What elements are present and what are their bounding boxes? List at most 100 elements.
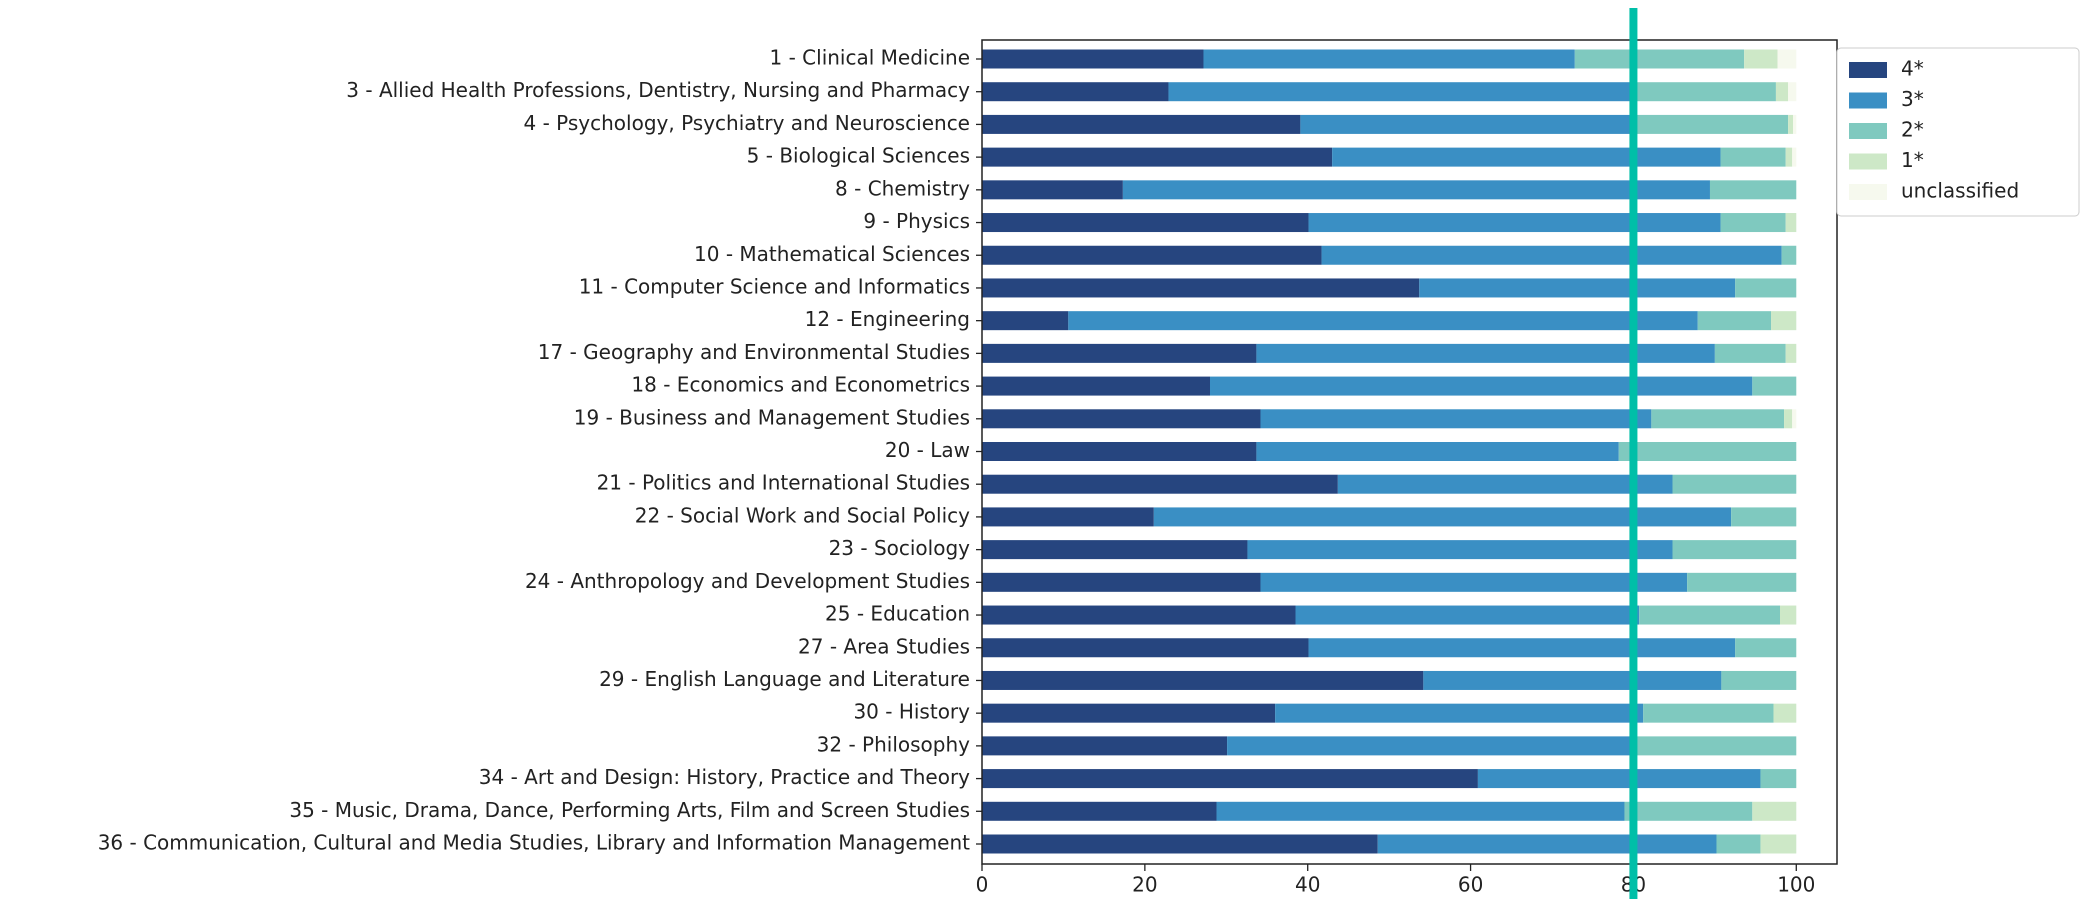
bar-segment (982, 114, 1301, 134)
y-tick-label: 19 - Business and Management Studies (574, 405, 970, 429)
bar-segment (1752, 801, 1797, 821)
bar-segment (1792, 147, 1797, 167)
bar-segment (1773, 703, 1797, 723)
bar-segment (1687, 572, 1797, 592)
y-tick-label: 10 - Mathematical Sciences (694, 242, 970, 266)
bar-segment (1709, 180, 1797, 200)
bar-segment (1731, 507, 1797, 527)
x-tick-label: 20 (1132, 873, 1157, 897)
y-tick-label: 34 - Art and Design: History, Practice a… (479, 765, 970, 789)
bar-segment (1651, 409, 1785, 429)
y-tick-label: 5 - Biological Sciences (747, 144, 970, 168)
bar-segment (1337, 474, 1673, 494)
bar-segment (1672, 474, 1797, 494)
bar-segment (982, 409, 1261, 429)
y-tick-label: 25 - Education (825, 602, 970, 626)
bar-segment (1377, 834, 1717, 854)
bar-segment (1788, 82, 1797, 102)
bar-segment (1775, 82, 1789, 102)
legend-label: 1* (1901, 148, 1924, 172)
bar-segment (982, 278, 1420, 298)
bar-segment (982, 507, 1154, 527)
bar-segment (1714, 343, 1786, 363)
y-tick-label: 4 - Psychology, Psychiatry and Neuroscie… (524, 111, 970, 135)
bar-segment (1419, 278, 1736, 298)
y-tick-label: 17 - Geography and Environmental Studies (538, 340, 970, 364)
bar-segment (1716, 834, 1761, 854)
legend-label: 3* (1901, 87, 1924, 111)
bar-segment (1275, 703, 1644, 723)
bar-segment (1256, 343, 1715, 363)
x-tick-label: 100 (1777, 873, 1815, 897)
bar-segment (1477, 769, 1761, 789)
bar-segment (982, 572, 1261, 592)
bar-segment (1153, 507, 1732, 527)
x-tick-label: 60 (1458, 873, 1483, 897)
bar-segment (982, 540, 1248, 560)
bar-segment (982, 769, 1478, 789)
bar-segment (982, 638, 1309, 658)
bar-segment (1227, 736, 1631, 756)
bar-segment (1735, 638, 1797, 658)
y-tick-label: 32 - Philosophy (817, 732, 970, 756)
bar-segment (982, 180, 1123, 200)
bar-segment (982, 82, 1169, 102)
bar-segment (1752, 376, 1797, 396)
bar-segment (1720, 147, 1786, 167)
y-tick-label: 11 - Computer Science and Informatics (579, 274, 970, 298)
bar-segment (982, 147, 1333, 167)
bar-segment (1308, 638, 1736, 658)
bar-segment (1216, 801, 1625, 821)
bar-segment (1735, 278, 1797, 298)
bar-segment (1256, 442, 1619, 461)
bar-segment (1630, 114, 1789, 134)
legend-swatch (1849, 92, 1887, 109)
bar-segment (1777, 49, 1797, 69)
bar-segment (982, 703, 1276, 723)
y-tick-label: 27 - Area Studies (798, 634, 970, 658)
legend-box (1836, 47, 2080, 217)
bar-segment (1793, 114, 1797, 134)
bar-segment (1210, 376, 1753, 396)
bar-segment (1574, 49, 1745, 69)
bar-segment (1260, 572, 1688, 592)
bar-segment (982, 343, 1257, 363)
legend-swatch (1849, 153, 1887, 170)
bar-segment (1785, 213, 1797, 233)
bar-segment (982, 605, 1296, 625)
plot-frame (981, 39, 1838, 865)
bar-segment (1760, 834, 1797, 854)
bar-segment (1697, 311, 1772, 331)
bar-segment (1068, 311, 1698, 331)
bar-segment (1308, 213, 1721, 233)
bar-segment (982, 670, 1424, 690)
x-tick-label: 0 (976, 873, 989, 897)
y-tick-label: 21 - Politics and International Studies (597, 471, 970, 495)
bar-segment (1332, 147, 1721, 167)
legend-swatch (1849, 184, 1887, 200)
bar-segment (982, 49, 1204, 69)
bar-segment (1203, 49, 1575, 69)
y-tick-label: 9 - Physics (863, 209, 970, 233)
bar-segment (1780, 605, 1797, 625)
legend-label: 2* (1901, 118, 1924, 142)
bar-segment (982, 736, 1228, 756)
y-tick-label: 1 - Clinical Medicine (770, 46, 970, 70)
bar-segment (1630, 736, 1797, 756)
y-tick-label: 36 - Communication, Cultural and Media S… (98, 831, 970, 855)
bar-segment (1639, 605, 1780, 625)
bar-segment (1122, 180, 1710, 200)
bar-segment (982, 834, 1378, 854)
bar-segment (1624, 801, 1753, 821)
y-tick-label: 20 - Law (885, 438, 970, 462)
bar-segment (1247, 540, 1673, 560)
bar-segment (1672, 540, 1797, 560)
bar-segment (1788, 114, 1794, 134)
bar-segment (982, 442, 1257, 461)
bar-segment (1260, 409, 1652, 429)
bar-segment (1300, 114, 1631, 134)
legend-swatch (1849, 123, 1887, 139)
legend-swatch (1849, 62, 1887, 78)
bar-segment (1295, 605, 1640, 625)
